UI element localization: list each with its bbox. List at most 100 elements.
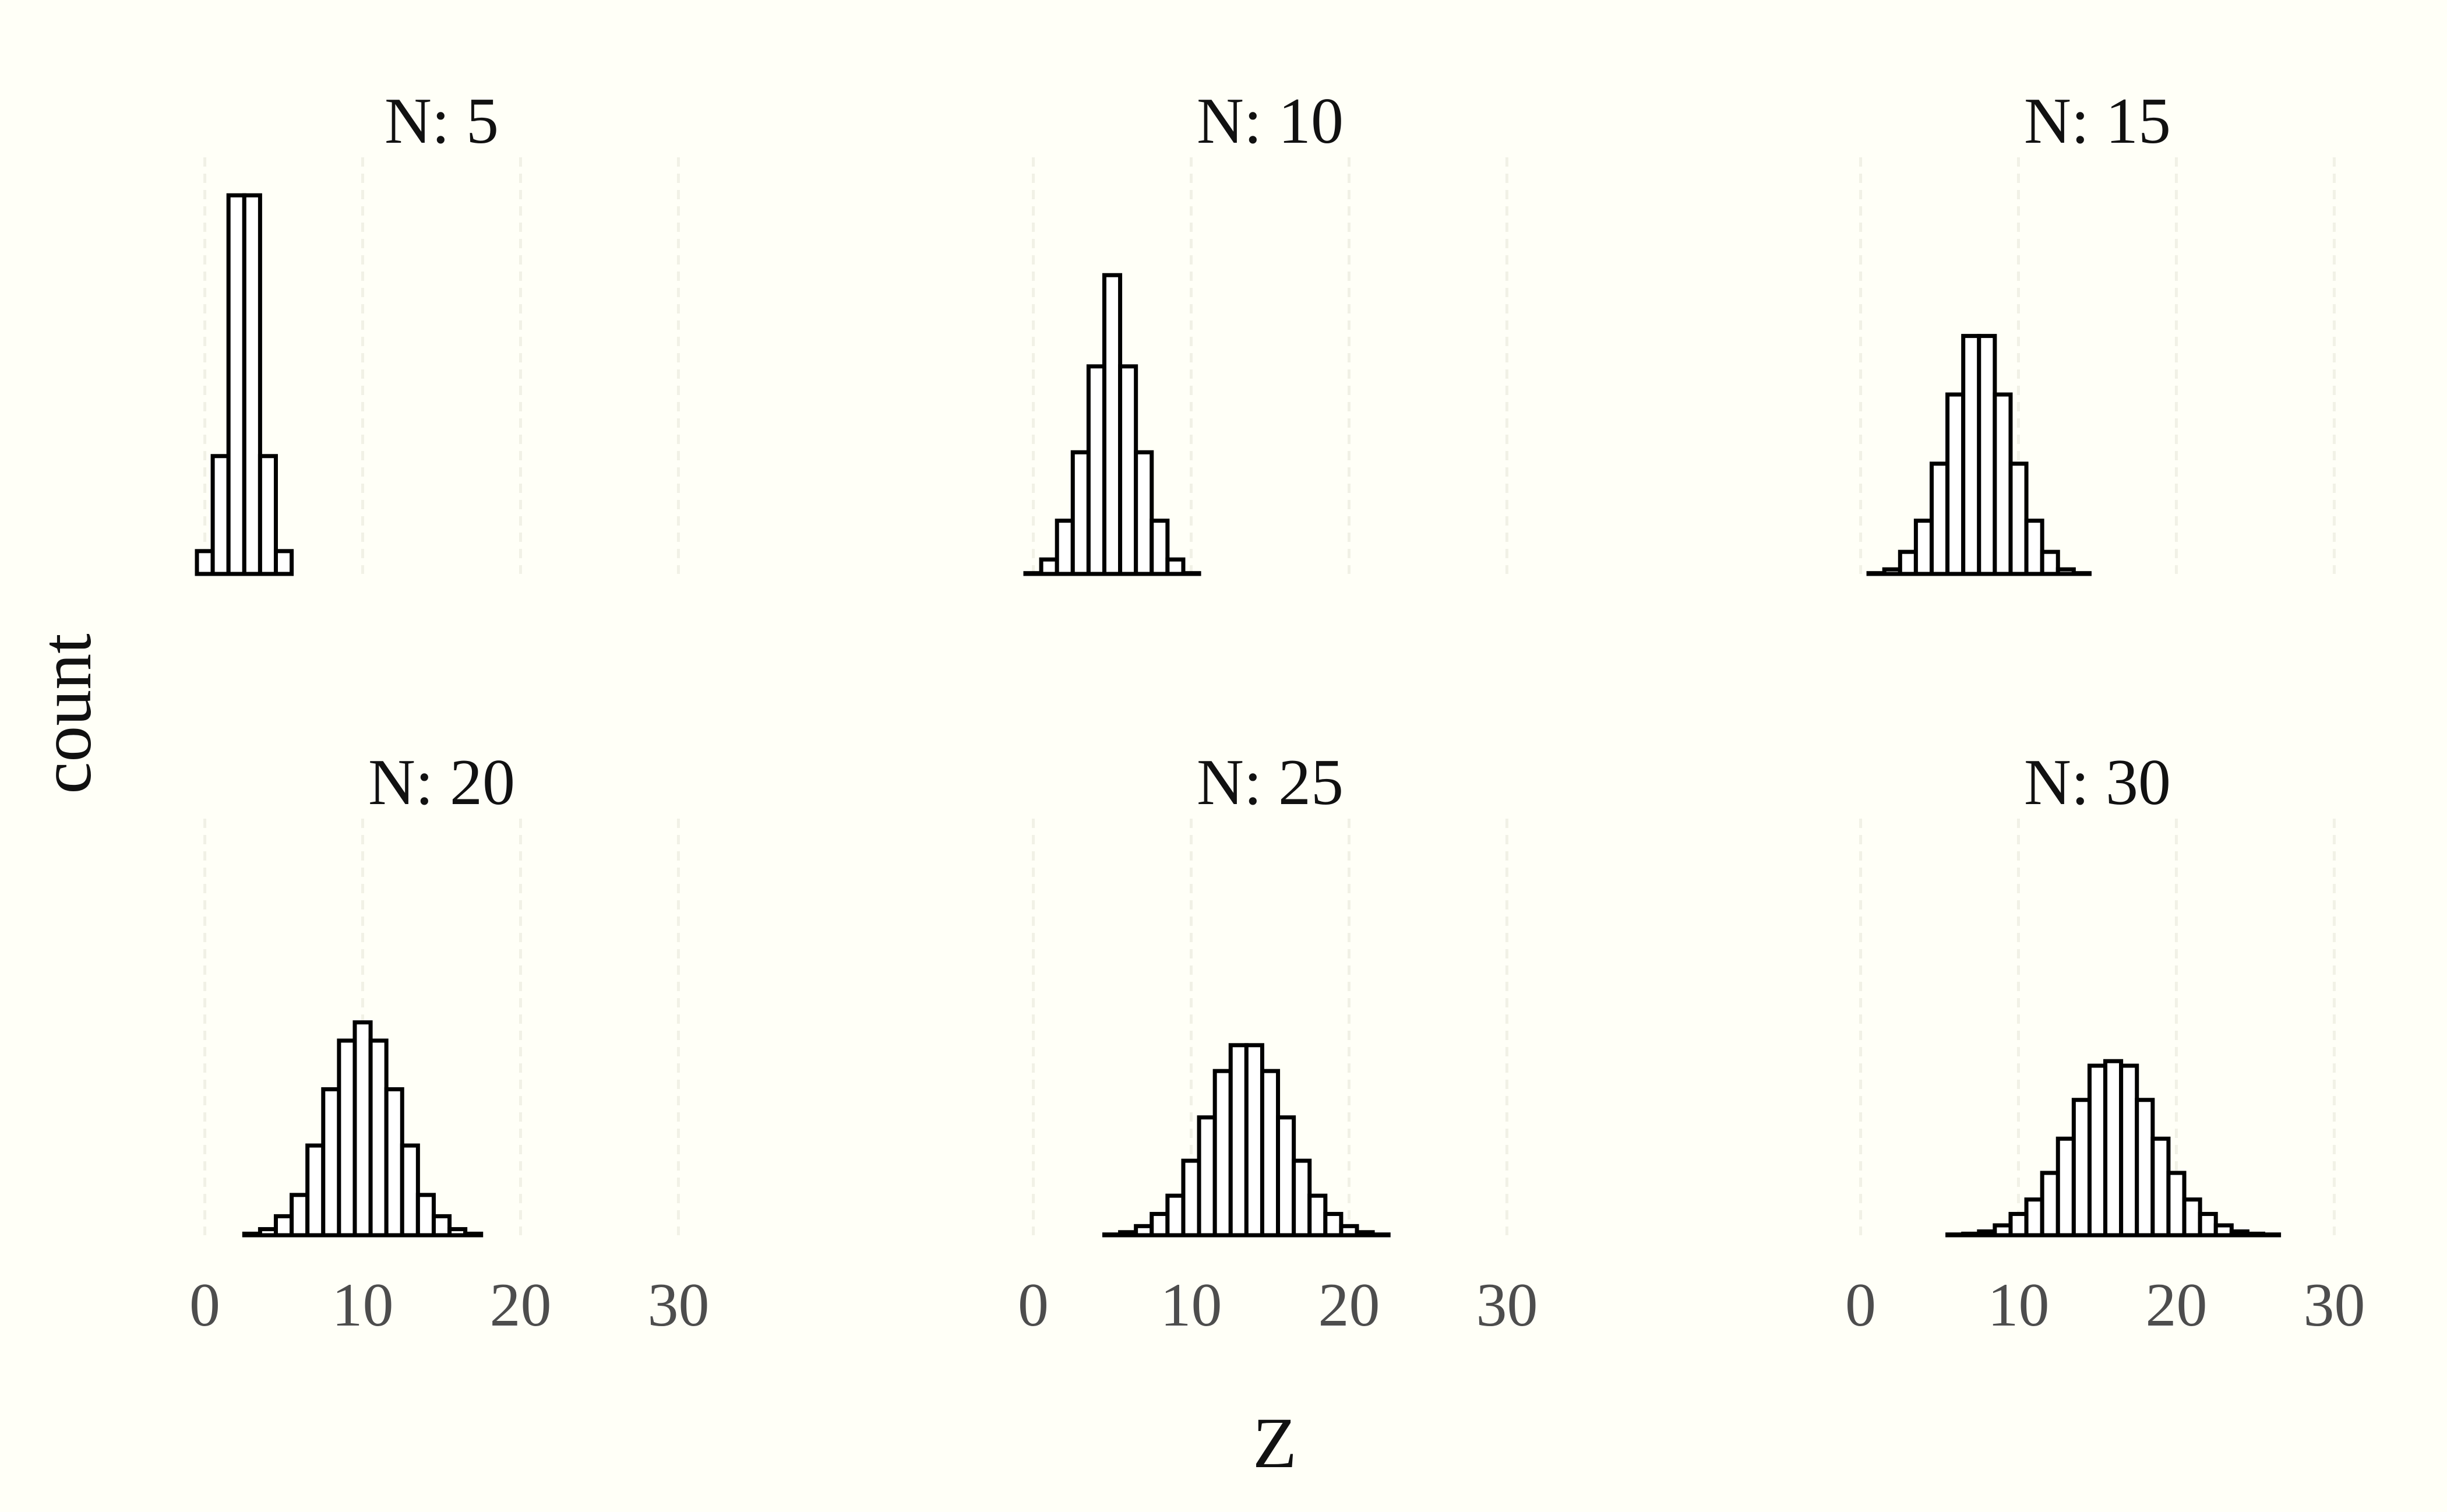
- histogram-bar: [2008, 1211, 2029, 1238]
- facet-panel: N: 30 0 10 20 30: [1845, 746, 2365, 1339]
- panel-title: N: 20: [368, 746, 515, 819]
- panel-title: N: 30: [2024, 746, 2171, 819]
- histogram-bar: [1134, 1224, 1154, 1238]
- facet-panels: N: 5 N: 10 N: 15N: 200 10 20 30N: 250 10 20 30N:…: [189, 85, 2365, 1339]
- histogram-bar: [1977, 334, 1997, 576]
- histogram-bar: [1993, 392, 2013, 576]
- histogram-bar: [2040, 549, 2060, 576]
- x-tick-label: 10: [332, 1271, 394, 1339]
- histogram-bar: [195, 549, 215, 576]
- facet-panel: N: 25 0 10 20 30: [1018, 746, 1538, 1339]
- histogram-bar: [2071, 571, 2092, 576]
- histogram-bar: [290, 1193, 310, 1238]
- histogram-bar: [1212, 1069, 1233, 1238]
- histogram-bar: [2198, 1211, 2218, 1238]
- facet-panel: N: 20 0 10 20 30: [189, 746, 709, 1339]
- x-tick-label: 20: [489, 1271, 551, 1339]
- histogram-bar: [1276, 1115, 1296, 1238]
- histogram-bar: [1355, 1230, 1375, 1238]
- histogram-bar: [1993, 1223, 2013, 1238]
- histogram-bar: [1929, 461, 1950, 576]
- x-tick-label: 20: [2145, 1271, 2207, 1339]
- histogram-bar: [431, 1214, 452, 1238]
- histogram-bar: [1102, 273, 1123, 576]
- x-tick-label: 0: [1845, 1271, 1876, 1339]
- histogram-bar: [1181, 1158, 1201, 1238]
- histogram-bar: [463, 1231, 484, 1238]
- histogram-bar: [415, 1193, 436, 1238]
- histogram-bar: [258, 1227, 278, 1238]
- histogram-bar: [2182, 1197, 2202, 1238]
- histogram-bar: [1086, 364, 1106, 576]
- histogram-bar: [2119, 1063, 2139, 1238]
- histogram-bar: [1913, 519, 1934, 576]
- histogram-bar: [400, 1143, 420, 1238]
- histogram-bar: [273, 549, 294, 576]
- histogram-bar: [2024, 1197, 2044, 1238]
- histogram-bar: [1165, 1193, 1186, 1238]
- histogram-bar: [1977, 1229, 1997, 1238]
- y-axis-title: count: [26, 633, 106, 794]
- histogram-bar: [384, 1087, 404, 1238]
- histogram-bar: [368, 1038, 389, 1238]
- histogram-bar: [2213, 1223, 2234, 1238]
- histogram-bar: [258, 454, 278, 576]
- histogram-bar: [1165, 557, 1186, 576]
- histogram-bar: [337, 1038, 357, 1238]
- panel-title: N: 10: [1197, 85, 1344, 157]
- x-tick-label: 20: [1318, 1271, 1380, 1339]
- histogram-bar: [1023, 571, 1043, 576]
- histogram-bar: [1898, 549, 1918, 576]
- facet-panel: N: 15: [1859, 85, 2336, 576]
- histogram-bar: [1039, 557, 1059, 576]
- histogram-bar: [1197, 1115, 1217, 1238]
- histogram-bar: [2135, 1098, 2155, 1238]
- histogram-bar: [1339, 1224, 1359, 1238]
- x-tick-label: 30: [2303, 1271, 2365, 1339]
- histogram-bar: [273, 1214, 294, 1238]
- histogram-bar: [2008, 461, 2029, 576]
- histogram-bar: [1882, 567, 1902, 576]
- histogram-bar: [1134, 450, 1154, 576]
- histogram-bar: [1118, 364, 1138, 576]
- histogram-bar: [1961, 1231, 1981, 1238]
- panel-title: N: 25: [1197, 746, 1344, 819]
- histogram-bar: [2087, 1063, 2108, 1238]
- histogram-bar: [1150, 1211, 1170, 1238]
- histogram-bar: [2040, 1171, 2060, 1238]
- x-tick-label: 10: [1988, 1271, 2050, 1339]
- histogram-bar: [321, 1087, 341, 1238]
- x-tick-label: 30: [647, 1271, 709, 1339]
- x-tick-label: 10: [1161, 1271, 1222, 1339]
- histogram-bar: [2229, 1229, 2249, 1238]
- panel-title: N: 15: [2024, 85, 2171, 157]
- histogram-bar: [1961, 334, 1981, 576]
- histogram-bar: [2055, 1136, 2076, 1238]
- histogram-bar: [1150, 519, 1170, 576]
- panel-title: N: 5: [385, 85, 499, 157]
- histogram-bar: [2166, 1171, 2187, 1238]
- x-tick-label: 30: [1476, 1271, 1538, 1339]
- histogram-bar: [1055, 519, 1075, 576]
- histogram-bar: [447, 1227, 468, 1238]
- facet-panel: N: 10: [1023, 85, 1508, 576]
- facet-panel: N: 5: [195, 85, 680, 576]
- histogram-bar: [2071, 1098, 2092, 1238]
- histogram-bar: [2103, 1059, 2124, 1238]
- histogram-bar: [1181, 571, 1201, 576]
- histogram-bar: [1260, 1069, 1281, 1238]
- x-axis-title: Z: [1253, 1403, 1297, 1483]
- histogram-bar: [2150, 1136, 2171, 1238]
- histogram-bar: [1866, 571, 1887, 576]
- histogram-bar: [226, 193, 246, 576]
- histogram-bar: [2024, 519, 2044, 576]
- histogram-bar: [352, 1020, 373, 1238]
- x-tick-label: 0: [189, 1271, 220, 1339]
- histogram-bar: [242, 1231, 262, 1238]
- histogram-bar: [1323, 1211, 1344, 1238]
- histogram-bar: [2245, 1231, 2266, 1238]
- histogram-bar: [1307, 1193, 1328, 1238]
- histogram-bar: [242, 193, 262, 576]
- histogram-bar: [1244, 1043, 1264, 1238]
